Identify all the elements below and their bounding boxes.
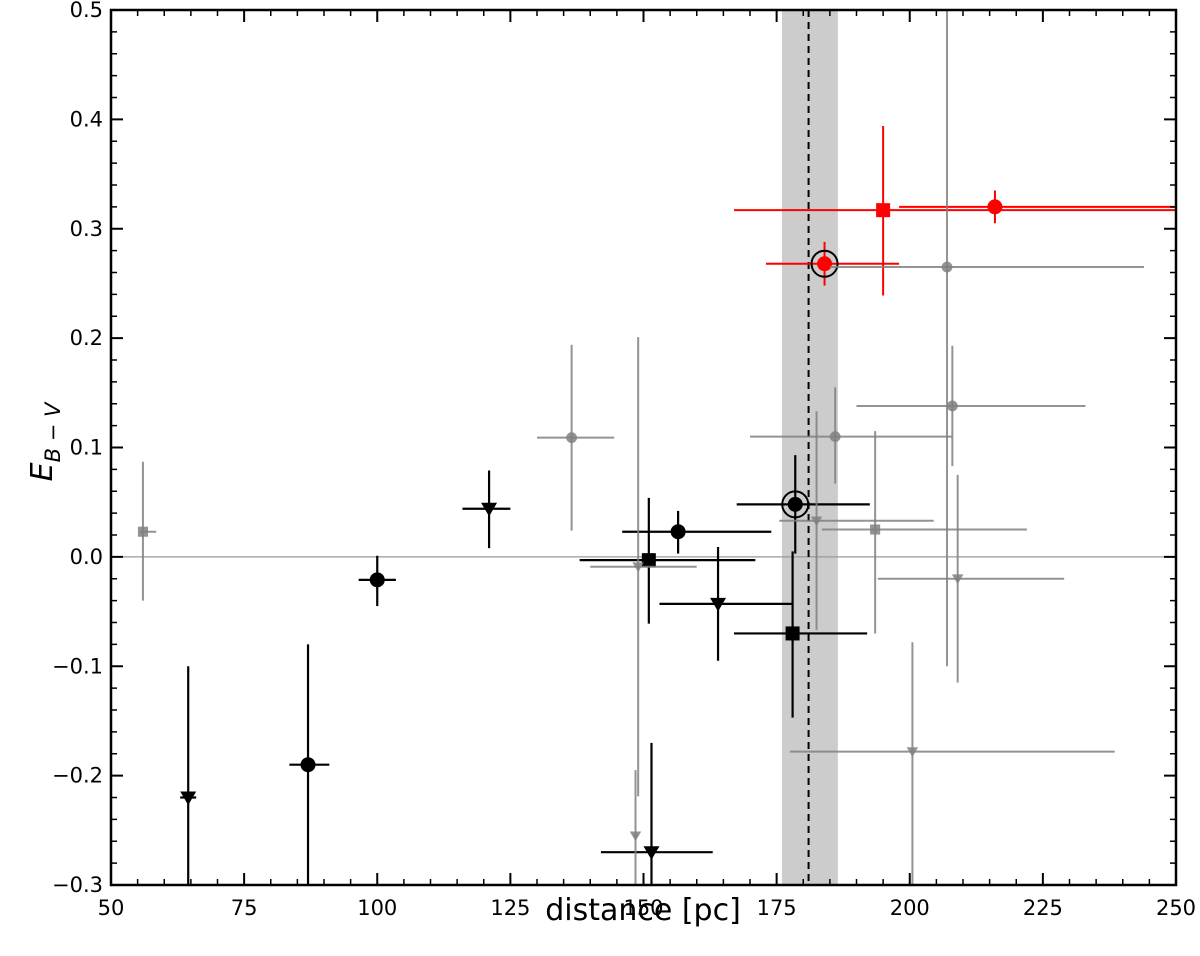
plot-frame (109, 8, 1178, 887)
gray-point-9-marker (946, 400, 958, 412)
black-point-7-marker (710, 597, 727, 612)
y-axis-label-main: E (25, 462, 60, 481)
y-tick-label: 0.0 (70, 545, 103, 569)
gray-point-4-marker (629, 831, 642, 842)
y-axis-label: EB − V (25, 401, 65, 481)
y-tick-label: 0.4 (70, 107, 103, 131)
gray-point-8-marker (941, 261, 953, 273)
x-tick-label: 200 (890, 896, 930, 920)
black-point-2-marker (300, 757, 316, 773)
gray-point-1-marker (137, 526, 148, 537)
x-tick-label: 175 (757, 896, 797, 920)
y-tick-label: 0.1 (70, 436, 103, 460)
x-tick-label: 100 (357, 896, 397, 920)
gray-point-5-marker (829, 431, 841, 442)
plot-area (111, 10, 1176, 885)
y-tick-label: −0.2 (52, 764, 103, 788)
black-point-1-marker (180, 791, 197, 806)
x-tick-label: 150 (623, 896, 663, 920)
gray-point-6-marker (810, 516, 823, 527)
black-point-5-marker (670, 524, 686, 540)
x-axis-label: distance [pc] (545, 893, 741, 928)
gray-point-7-marker (870, 524, 881, 535)
black-point-6-marker (641, 553, 656, 568)
black-point-8-marker (643, 846, 660, 860)
red-point-2-marker (876, 203, 891, 218)
red-point-1-marker (817, 256, 833, 272)
shaded-band (781, 10, 838, 885)
red-point-3-marker (987, 199, 1003, 215)
gray-point-11-marker (906, 747, 919, 758)
y-tick-label: −0.1 (52, 654, 103, 678)
black-point-4-marker (481, 502, 498, 517)
x-tick-label: 50 (98, 896, 125, 920)
y-tick-label: −0.3 (52, 873, 103, 897)
gray-point-10-marker (951, 574, 964, 585)
y-tick-label: 0.5 (70, 0, 103, 22)
x-tick-label: 225 (1023, 896, 1063, 920)
red-point-1-ring (810, 249, 839, 278)
y-tick-label: 0.2 (70, 326, 103, 350)
x-tick-label: 250 (1156, 896, 1196, 920)
gray-point-2-marker (566, 432, 578, 444)
y-tick-label: 0.3 (70, 217, 103, 241)
gray-point-3-marker (632, 562, 644, 573)
x-tick-label: 125 (490, 896, 530, 920)
black-point-9-marker (785, 626, 800, 641)
y-axis-label-subscript: B − V (41, 401, 65, 462)
axes: 50 75 100 125 150 175 200 225 250 −0.3 −0.2 −0.1 0.0… (52, 0, 1196, 920)
black-point-10-marker (787, 496, 803, 512)
x-tick-label: 75 (231, 896, 258, 920)
black-point-3-marker (369, 572, 385, 588)
black-point-10-ring (781, 490, 810, 519)
